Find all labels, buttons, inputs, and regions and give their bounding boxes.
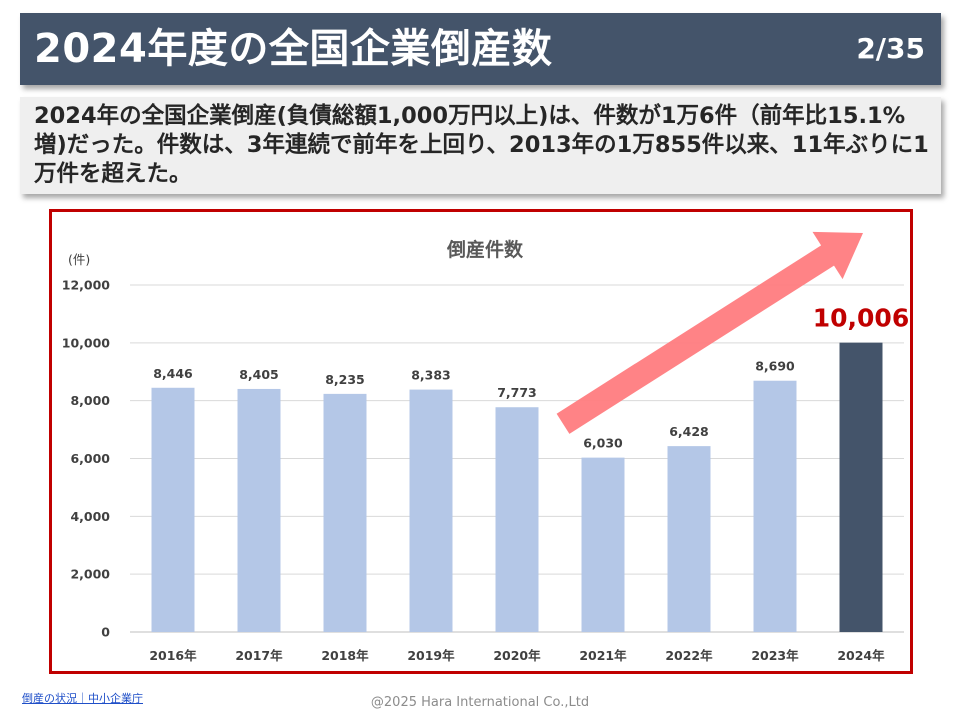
x-tick-label: 2020年 (493, 648, 541, 663)
summary-text: 2024年の全国企業倒産(負債総額1,000万円以上)は、件数が1万6件（前年比… (34, 103, 929, 187)
x-tick-label: 2022年 (665, 648, 713, 663)
data-label-highlight: 10,006 (813, 304, 909, 333)
slide-title: 2024年度の全国企業倒産数 (34, 26, 553, 72)
data-label: 7,773 (497, 385, 537, 400)
x-tick-label: 2021年 (579, 648, 627, 663)
y-tick-label: 6,000 (70, 451, 110, 466)
bar-highlight (839, 342, 883, 632)
chart-frame: 倒産件数 (件) 0 2,000 4,000 6,000 8,000 10,000 12,0… (49, 209, 913, 674)
data-label: 8,235 (325, 372, 365, 387)
x-tick-label: 2023年 (751, 648, 799, 663)
x-tick-label: 2019年 (407, 648, 455, 663)
data-label: 8,383 (411, 368, 451, 383)
y-axis-ticks: 0 2,000 4,000 6,000 8,000 10,000 12,000 (62, 278, 111, 640)
y-axis-unit: (件) (68, 252, 90, 267)
bar (495, 407, 539, 632)
bar (581, 457, 625, 632)
y-tick-label: 12,000 (62, 278, 111, 293)
bar (237, 388, 281, 632)
x-axis-ticks: 2016年 2017年 2018年 2019年 2020年 2021年 2022年 2023年… (149, 648, 885, 663)
data-label: 8,405 (239, 367, 279, 382)
bar (667, 446, 711, 632)
page-number: 2/35 (856, 32, 925, 65)
x-tick-label: 2024年 (837, 648, 885, 663)
bar (151, 387, 195, 632)
trend-arrow (556, 231, 863, 434)
bar (409, 389, 453, 632)
summary-box: 2024年の全国企業倒産(負債総額1,000万円以上)は、件数が1万6件（前年比… (20, 97, 941, 194)
bars (151, 342, 883, 632)
chart-title: 倒産件数 (446, 238, 524, 261)
bar (323, 393, 367, 632)
x-tick-label: 2018年 (321, 648, 369, 663)
y-tick-label: 4,000 (70, 509, 110, 524)
bar (753, 380, 797, 632)
y-tick-label: 2,000 (70, 567, 110, 582)
data-label: 8,446 (153, 366, 193, 381)
copyright: @2025 Hara International Co.,Ltd (370, 695, 590, 710)
bar-chart: 倒産件数 (件) 0 2,000 4,000 6,000 8,000 10,000 12,0… (62, 231, 909, 663)
title-bar: 2024年度の全国企業倒産数 2/35 (20, 13, 941, 85)
data-label: 6,428 (669, 424, 709, 439)
y-tick-label: 10,000 (62, 335, 111, 350)
data-label: 8,690 (755, 359, 795, 374)
data-labels: 8,446 8,405 8,235 8,383 7,773 6,030 6,428 8,690… (153, 304, 909, 451)
data-label: 6,030 (583, 436, 623, 451)
y-tick-label: 8,000 (70, 393, 110, 408)
x-tick-label: 2016年 (149, 648, 197, 663)
y-tick-label: 0 (101, 625, 110, 640)
source-link[interactable]: 倒産の状況｜中小企業庁 (22, 692, 143, 705)
x-tick-label: 2017年 (235, 648, 283, 663)
